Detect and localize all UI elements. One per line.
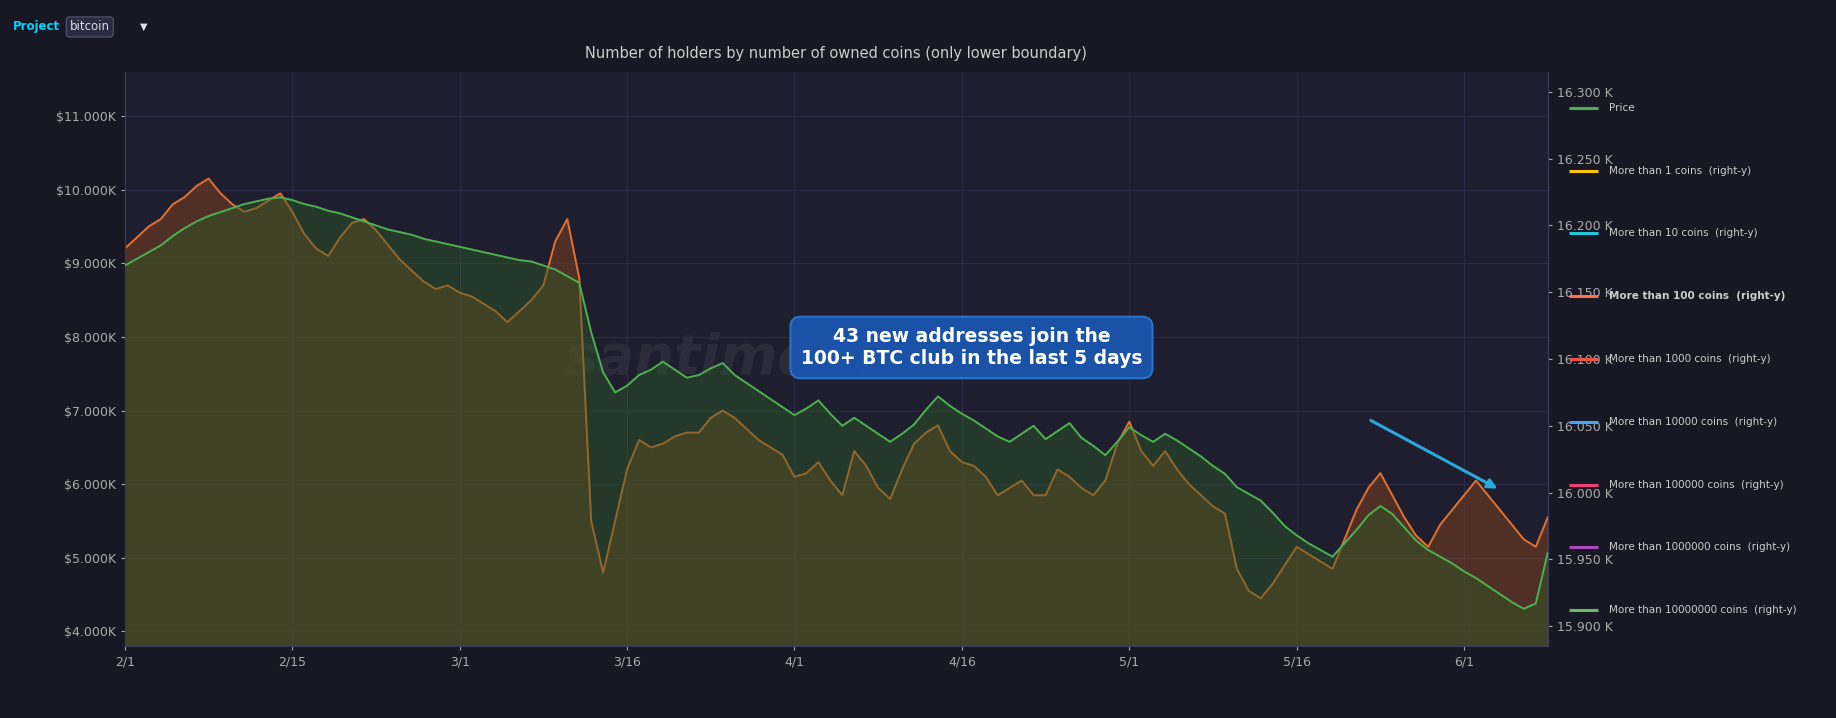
Text: Project: Project	[13, 20, 61, 34]
Text: More than 1 coins  (right-y): More than 1 coins (right-y)	[1608, 166, 1752, 176]
Title: Number of holders by number of owned coins (only lower boundary): Number of holders by number of owned coi…	[586, 46, 1087, 61]
Text: More than 1000000 coins  (right-y): More than 1000000 coins (right-y)	[1608, 542, 1790, 552]
Text: ▼: ▼	[140, 22, 147, 32]
Text: More than 10000 coins  (right-y): More than 10000 coins (right-y)	[1608, 416, 1777, 426]
Text: More than 100000 coins  (right-y): More than 100000 coins (right-y)	[1608, 480, 1783, 490]
Text: More than 10 coins  (right-y): More than 10 coins (right-y)	[1608, 228, 1757, 238]
Text: 43 new addresses join the
100+ BTC club in the last 5 days: 43 new addresses join the 100+ BTC club …	[800, 327, 1142, 368]
Text: More than 1000 coins  (right-y): More than 1000 coins (right-y)	[1608, 354, 1770, 364]
Text: Price: Price	[1608, 103, 1634, 113]
Text: bitcoin: bitcoin	[70, 20, 110, 34]
Text: More than 100 coins  (right-y): More than 100 coins (right-y)	[1608, 292, 1785, 302]
Text: santiment: santiment	[564, 332, 881, 386]
Text: More than 10000000 coins  (right-y): More than 10000000 coins (right-y)	[1608, 605, 1796, 615]
